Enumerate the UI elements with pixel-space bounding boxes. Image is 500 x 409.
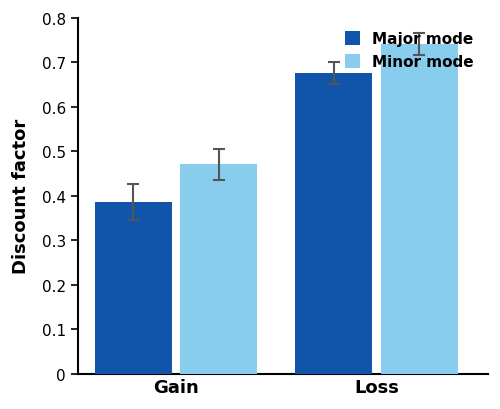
Legend: Major mode, Minor mode: Major mode, Minor mode <box>338 26 480 76</box>
Bar <box>381 45 458 374</box>
Y-axis label: Discount factor: Discount factor <box>12 119 30 274</box>
Bar <box>94 203 172 374</box>
Bar <box>180 165 257 374</box>
Bar <box>296 74 372 374</box>
